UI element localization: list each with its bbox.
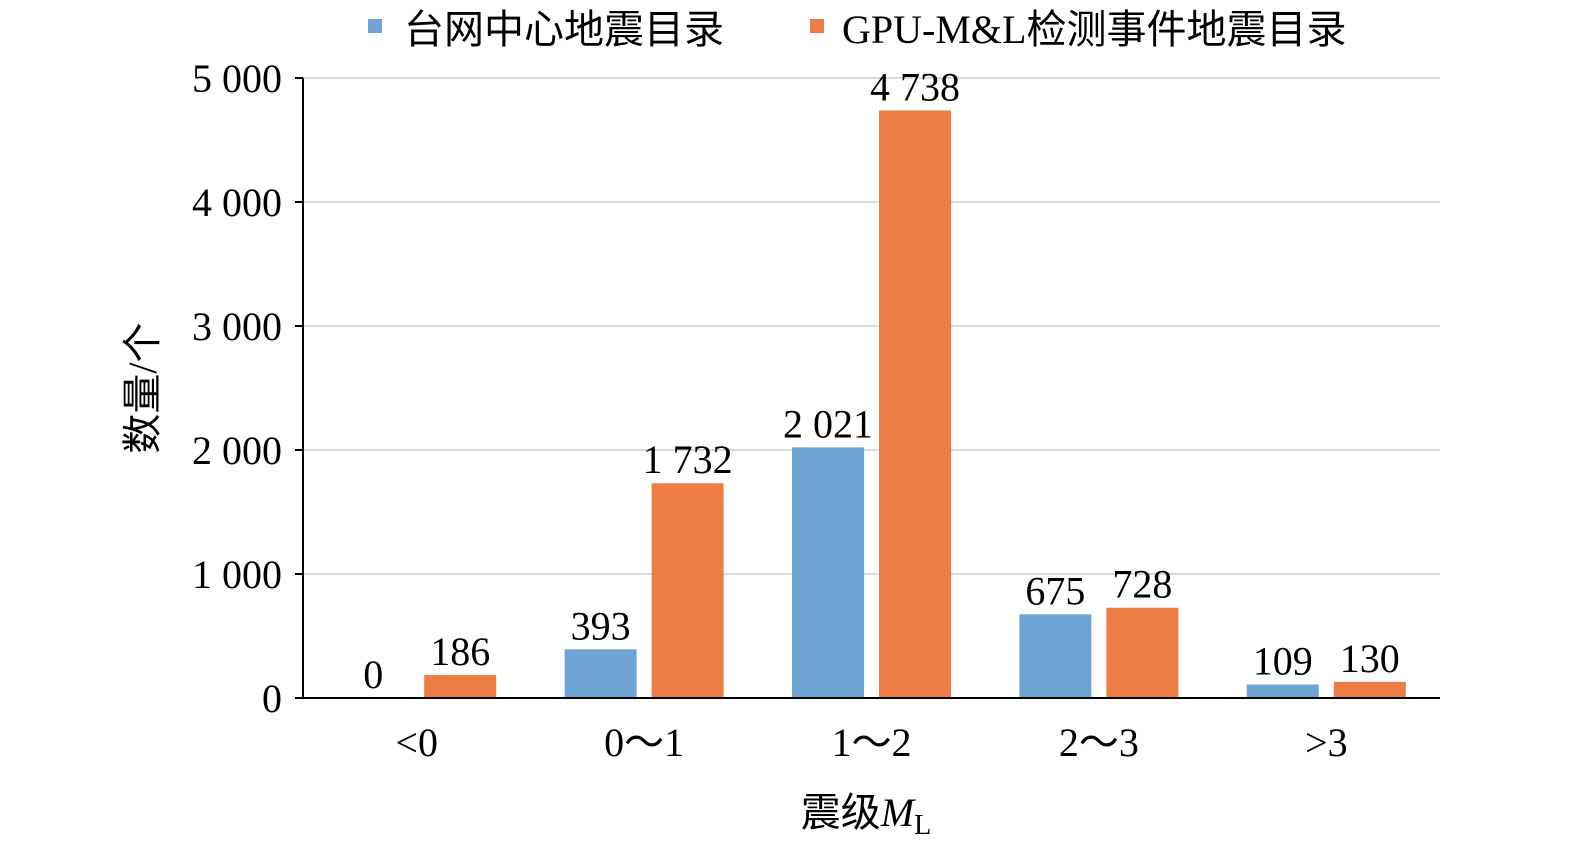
x-axis-title-text: 震级 bbox=[801, 790, 881, 835]
bar bbox=[792, 447, 864, 698]
bar bbox=[1106, 607, 1179, 698]
axes bbox=[302, 78, 1440, 699]
grid-lines bbox=[303, 77, 1440, 575]
data-label: 393 bbox=[571, 603, 631, 648]
data-label: 1 732 bbox=[643, 437, 733, 482]
x-tick-label: 2～3 bbox=[1059, 720, 1139, 765]
data-label: 675 bbox=[1025, 568, 1085, 613]
y-tick-label: 3 000 bbox=[192, 304, 282, 349]
data-label: 109 bbox=[1253, 638, 1313, 683]
legend-swatch-series-2 bbox=[810, 19, 824, 33]
legend: 台网中心地震目录 GPU-M&L检测事件地震目录 bbox=[368, 7, 1346, 52]
x-tick-label: >3 bbox=[1305, 720, 1348, 765]
bar bbox=[424, 674, 497, 698]
bars bbox=[424, 110, 1406, 699]
x-axis-title-subscript: L bbox=[914, 810, 931, 841]
x-tick-label: <0 bbox=[395, 720, 438, 765]
y-tick-label: 1 000 bbox=[192, 552, 282, 597]
data-label: 186 bbox=[430, 629, 490, 674]
data-labels: 0 186 393 1 732 2 021 4 738 675 728 109 130 bbox=[363, 64, 1400, 697]
legend-swatch-series-1 bbox=[368, 19, 382, 33]
bar bbox=[564, 649, 637, 698]
x-axis-title: 震级ML bbox=[801, 790, 931, 841]
data-label: 0 bbox=[363, 652, 383, 697]
legend-label-series-1: 台网中心地震目录 bbox=[404, 7, 724, 52]
data-label: 4 738 bbox=[870, 64, 960, 109]
y-axis-title: 数量/个 bbox=[120, 322, 165, 453]
y-tick-label: 2 000 bbox=[192, 428, 282, 473]
data-label: 130 bbox=[1340, 636, 1400, 681]
y-tick-label: 5 000 bbox=[192, 56, 282, 101]
bar bbox=[1333, 681, 1406, 698]
bar bbox=[1019, 614, 1092, 698]
legend-label-series-2: GPU-M&L检测事件地震目录 bbox=[842, 7, 1346, 52]
tick-labels: 0 1 000 2 000 3 000 4 000 5 000 <0 0～1 1～2 2～3 >3 bbox=[192, 56, 1348, 765]
x-tick-label: 0～1 bbox=[604, 720, 684, 765]
data-label: 2 021 bbox=[783, 401, 873, 446]
data-label: 728 bbox=[1112, 562, 1172, 607]
x-tick-label: 1～2 bbox=[832, 720, 912, 765]
bar bbox=[651, 483, 724, 698]
bar bbox=[879, 110, 951, 699]
y-tick-label: 4 000 bbox=[192, 180, 282, 225]
x-axis-title-symbol: M bbox=[880, 790, 917, 835]
bar bbox=[1246, 684, 1319, 698]
y-tick-label: 0 bbox=[262, 676, 282, 721]
